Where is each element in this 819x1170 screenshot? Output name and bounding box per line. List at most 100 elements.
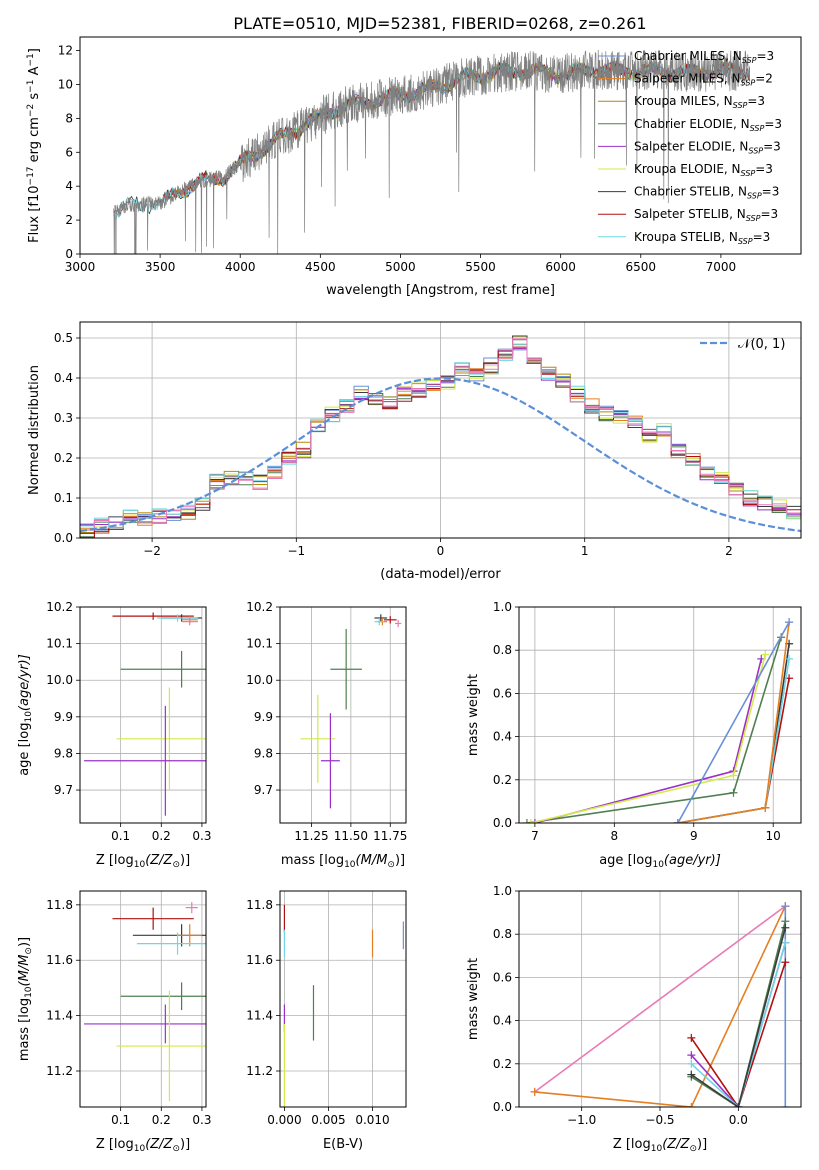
label-part: )] — [17, 937, 32, 947]
legend-label: Salpeter ELODIE, NSSP=3 — [634, 139, 781, 155]
y-tick-label: 1.0 — [493, 884, 512, 898]
x-tick-label: 0 — [437, 544, 445, 558]
x-tick-label: 3500 — [145, 260, 176, 274]
weight-marker — [729, 771, 738, 780]
x-tick-label: 6000 — [545, 260, 576, 274]
weight-marker — [673, 819, 682, 823]
error-point-pink — [185, 902, 198, 914]
y-tick-label: 9.9 — [54, 710, 73, 724]
error-point-kroupa_stelib — [157, 614, 198, 622]
y-tick-label: 10.0 — [246, 673, 273, 687]
label-part: SSP — [742, 56, 757, 65]
weight-line-kroupa_elodie — [530, 654, 767, 823]
x-tick-label: 5500 — [465, 260, 496, 274]
weight-line-chabrier_elodie — [690, 921, 787, 1107]
label-part: −1 — [26, 53, 36, 66]
plot-area — [80, 322, 801, 538]
label-part: age [log — [599, 853, 652, 868]
y-tick-label: 10.1 — [46, 637, 73, 651]
label-part: (Z/Z — [662, 1137, 690, 1152]
axes-frame — [518, 890, 802, 1108]
x-axis-label: mass [log10(M/M⊙)] — [281, 853, 405, 870]
legend-label: 𝒩(0, 1) — [738, 337, 785, 352]
y-tick-label: 0.4 — [54, 371, 73, 385]
label-part: SSP — [750, 124, 765, 133]
x-tick-label: −2 — [143, 544, 161, 558]
y-tick-label: 9.7 — [254, 783, 273, 797]
y-tick-label: 10.0 — [46, 673, 73, 687]
legend-label: Chabrier MILES, NSSP=3 — [634, 49, 774, 65]
axes-frame — [279, 890, 407, 1108]
plot-area — [280, 891, 406, 1107]
weight-marker — [781, 958, 790, 967]
label-part: Chabrier MILES, N — [634, 49, 742, 63]
label-part: 10 — [652, 860, 664, 870]
error-point-chabrier_elodie — [120, 982, 206, 1011]
x-axis-label: Z [log10(Z/Z⊙)] — [613, 1137, 707, 1154]
error-point-pink — [181, 617, 198, 626]
label-part: age [log — [17, 723, 32, 776]
axes-frame — [79, 321, 802, 539]
label-part: Salpeter ELODIE, N — [634, 139, 748, 153]
y-tick-label: 0.4 — [493, 1014, 512, 1028]
label-part: A — [27, 66, 42, 79]
label-part: erg cm — [27, 117, 42, 166]
x-axis-label: Z [log10(Z/Z⊙)] — [96, 853, 190, 870]
x-tick-label: 0.2 — [152, 829, 171, 843]
error-point-salpeter_stelib — [112, 612, 194, 620]
y-tick-label: 0.2 — [493, 773, 512, 787]
plot-area — [80, 607, 206, 823]
y-tick-label: 10 — [58, 77, 73, 91]
histogram-pink — [80, 337, 801, 538]
x-axis-label: wavelength [Angstrom, rest frame] — [326, 283, 555, 298]
weight-marker — [687, 1070, 696, 1079]
panel-residuals: −2 −1 0 1 2 0.0 0.1 0.2 0.3 0.4 0.5 𝒩(0, 1) (data-mo… — [27, 321, 802, 582]
weight-marker — [761, 650, 770, 659]
panel-mass_vs_Z: 0.1 0.2 0.311.211.411.611.8Z [log10(Z/Z⊙)]… — [17, 890, 211, 1154]
label-part: =3 — [755, 162, 773, 176]
x-tick-label: 7000 — [706, 260, 737, 274]
label-part: 10 — [27, 185, 42, 202]
label-part: SSP — [741, 169, 756, 178]
y-tick-label: 4 — [65, 179, 73, 193]
y-tick-label: 9.9 — [254, 710, 273, 724]
label-part: s — [27, 93, 42, 104]
panel-age_vs_mass: 11.25 11.50 11.75 9.7 9.8 9.9 10.0 10.1 10.2 mass… — [246, 600, 407, 870]
data-spectrum — [113, 49, 751, 254]
label-part: ⊙ — [172, 860, 180, 870]
error-point-chabrier_stelib — [374, 614, 388, 622]
panels: 3000 3500 4000 4500 5000 5500 6000 6500 7000 0 2 4 6… — [17, 36, 802, 1154]
error-point-kroupa_elodie — [116, 687, 206, 791]
label-part: ⊙ — [689, 1144, 697, 1154]
y-tick-label: 0.6 — [493, 970, 512, 984]
normal-curve — [80, 377, 801, 533]
weight-marker — [761, 803, 770, 812]
y-tick-label: 11.6 — [246, 953, 273, 967]
x-axis-label: E(B-V) — [323, 1137, 363, 1152]
weight-marker — [687, 1103, 696, 1107]
y-tick-label: 12 — [58, 44, 73, 58]
y-tick-label: 0.3 — [54, 411, 73, 425]
label-part: =3 — [763, 139, 781, 153]
label-part: 10 — [134, 1144, 146, 1154]
label-part: 10 — [24, 986, 34, 998]
x-tick-label: 10 — [766, 829, 781, 843]
legend-label: Salpeter MILES, NSSP=2 — [634, 72, 773, 88]
weight-line-pink — [534, 905, 786, 1093]
y-tick-label: 11.2 — [246, 1064, 273, 1078]
x-tick-label: 4500 — [305, 260, 336, 274]
label-part: SSP — [748, 146, 763, 155]
figure-title: PLATE=0510, MJD=52381, FIBERID=0268, z=0… — [233, 14, 646, 33]
label-part: Kroupa ELODIE, N — [634, 162, 741, 176]
x-tick-label: −1.0 — [567, 1113, 596, 1127]
legend-label: Kroupa ELODIE, NSSP=3 — [634, 162, 773, 178]
label-part: SSP — [741, 79, 756, 88]
label-part: Z [log — [96, 1137, 134, 1152]
label-part: (M/M — [356, 853, 388, 868]
y-tick-label: 0.8 — [493, 643, 512, 657]
panel-spectrum: 3000 3500 4000 4500 5000 5500 6000 6500 7000 0 2 4 6… — [26, 36, 802, 298]
y-tick-label: 9.7 — [54, 783, 73, 797]
label-part: =3 — [764, 117, 782, 131]
axes-frame — [79, 606, 207, 824]
axes-frame — [79, 890, 207, 1108]
